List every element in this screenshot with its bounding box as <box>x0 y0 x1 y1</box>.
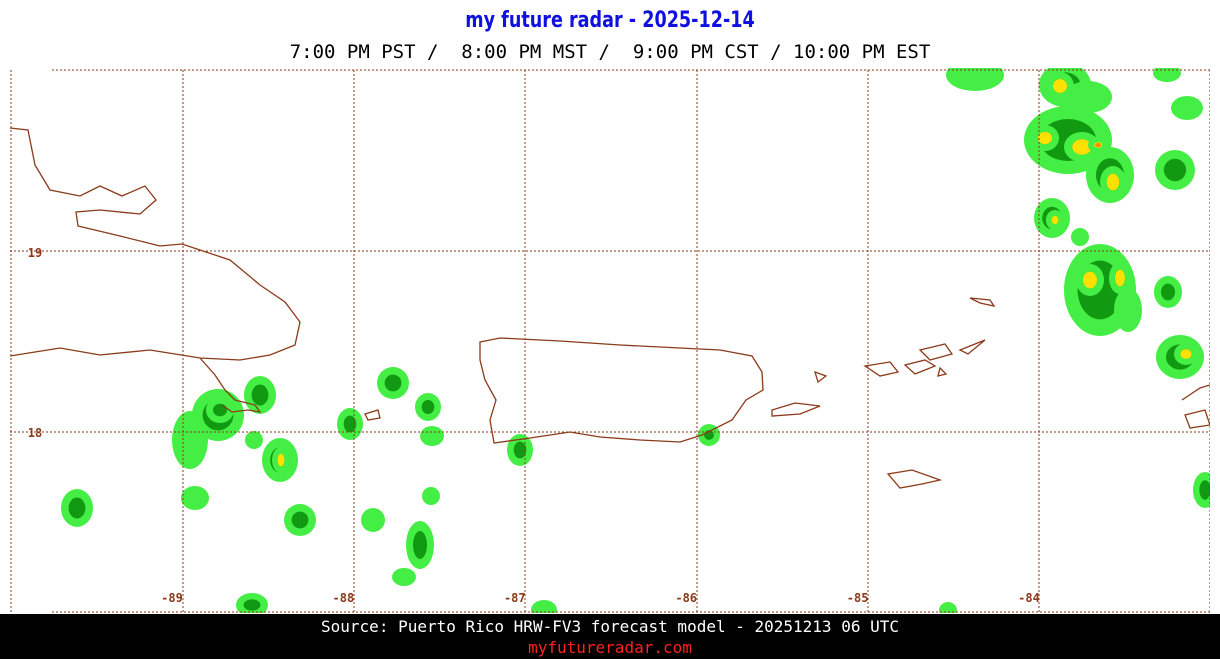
echo <box>420 426 444 446</box>
echo <box>243 599 261 611</box>
echo <box>1051 215 1059 225</box>
echo <box>1199 480 1210 500</box>
map <box>10 68 1210 613</box>
echo <box>361 508 385 532</box>
echo <box>277 453 285 467</box>
echo <box>1161 283 1175 301</box>
echo <box>1072 139 1092 155</box>
site-link[interactable]: myfutureradar.com <box>528 638 692 657</box>
echo <box>181 486 209 510</box>
echo <box>68 497 86 519</box>
echo <box>245 431 263 449</box>
echo <box>422 487 440 505</box>
echo <box>939 602 957 613</box>
lon-label: -85 <box>847 591 869 605</box>
echo <box>251 384 269 406</box>
footer-bar <box>0 614 1220 659</box>
echo <box>1083 271 1097 289</box>
radar-echoes <box>61 68 1210 613</box>
echo <box>513 441 527 459</box>
echo <box>1106 173 1120 191</box>
lon-label: -84 <box>1018 591 1040 605</box>
lon-label: -86 <box>675 591 697 605</box>
echo <box>291 511 309 529</box>
echo <box>413 531 427 559</box>
lat-label: 19 <box>28 246 42 260</box>
subtitle: 7:00 PM PST / 8:00 PM MST / 9:00 PM CST … <box>290 41 931 63</box>
echo <box>172 411 208 469</box>
echo <box>531 600 557 613</box>
echo <box>1038 131 1052 145</box>
latitude-labels: 19 18 <box>28 246 42 440</box>
echo <box>1153 68 1181 82</box>
echo <box>1171 96 1203 120</box>
source: Source: Puerto Rico HRW-FV3 forecast mod… <box>321 617 899 636</box>
grid <box>10 69 1210 613</box>
lon-label: -89 <box>161 591 183 605</box>
echo <box>1095 143 1101 147</box>
lon-label: -88 <box>333 591 355 605</box>
echo <box>392 568 416 586</box>
lat-label: 18 <box>28 426 42 440</box>
echo <box>1115 269 1125 287</box>
echo <box>1053 79 1067 93</box>
echo <box>343 415 357 433</box>
echo <box>1071 228 1089 246</box>
title: my future radar - 2025-12-14 <box>465 7 754 32</box>
echo <box>1114 288 1142 332</box>
longitude-labels: -89 -88 -87 -86 -85 -84 <box>161 591 1040 605</box>
echo <box>213 403 227 417</box>
coastlines <box>10 127 1210 489</box>
echo <box>384 374 402 392</box>
echo <box>946 68 1004 91</box>
echo <box>1180 349 1192 359</box>
lon-label: -87 <box>504 591 526 605</box>
echo <box>421 400 435 414</box>
echo <box>1064 81 1112 113</box>
echo <box>1163 158 1187 182</box>
